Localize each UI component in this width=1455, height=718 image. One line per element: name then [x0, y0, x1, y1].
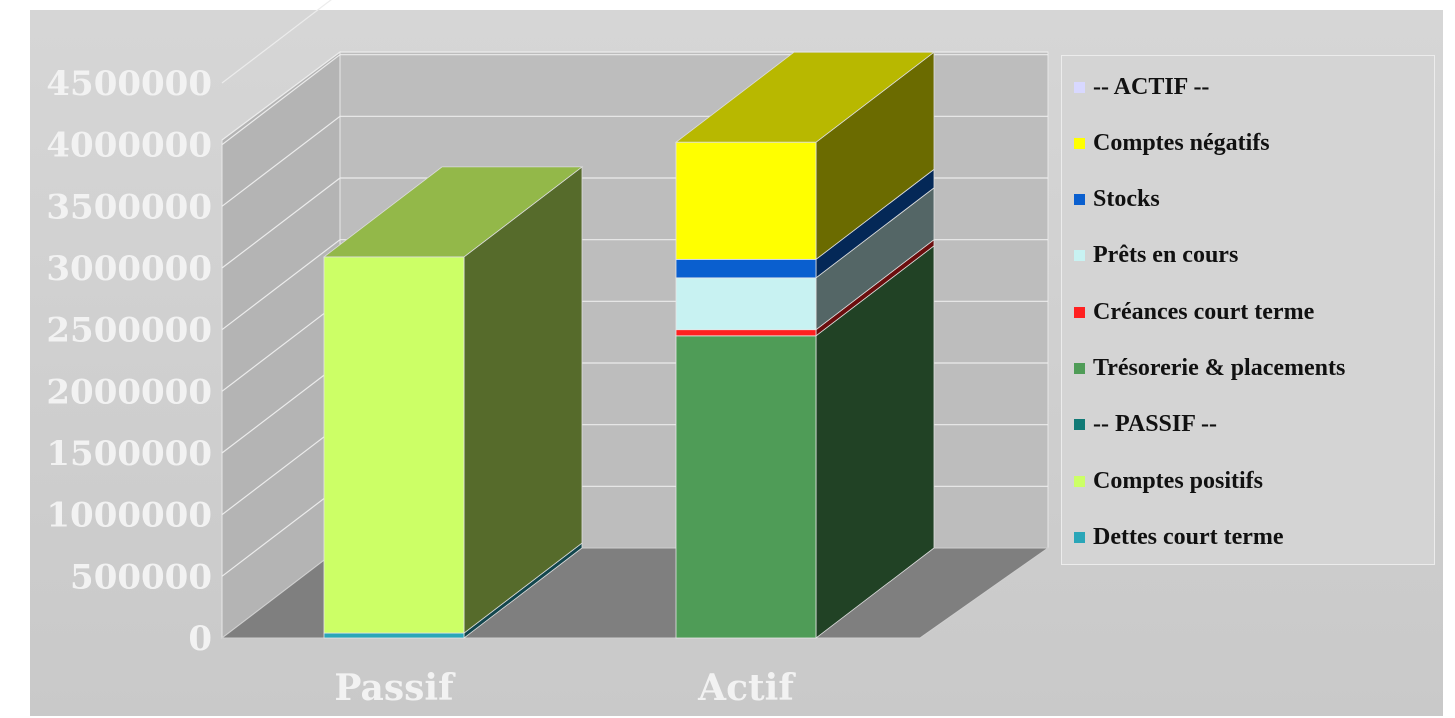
- legend-swatch: [1074, 250, 1085, 262]
- legend-item: Trésorerie & placements: [1074, 352, 1345, 386]
- legend-swatch: [1074, 194, 1085, 206]
- legend-swatch: [1074, 419, 1085, 431]
- y-tick-label: 1000000: [46, 496, 212, 536]
- y-tick-label: 3500000: [46, 187, 212, 227]
- legend-item: Créances court terme: [1074, 295, 1314, 329]
- gridline-diag: [221, 54, 341, 146]
- legend-swatch: [1074, 137, 1085, 149]
- bar-actif-stocks: [675, 258, 817, 279]
- left-wall: [221, 51, 341, 640]
- legend-item: -- PASSIF --: [1074, 408, 1217, 442]
- legend-item: Comptes négatifs: [1074, 126, 1270, 160]
- wall-edge: [221, 51, 341, 141]
- legend-item: Prêts en cours: [1074, 239, 1238, 273]
- gridline-diag: [221, 177, 341, 269]
- chart-legend: -- ACTIF -- Comptes négatifs Stocks Prêts e…: [1061, 55, 1435, 565]
- legend-label: Créances court terme: [1093, 298, 1315, 325]
- gridline-diag: [221, 362, 341, 454]
- y-tick-label: 1500000: [46, 434, 212, 474]
- bar-actif-cr-ances-court-terme: [675, 329, 817, 337]
- legend-label: Comptes positifs: [1093, 467, 1264, 494]
- gridline-diag: [221, 424, 341, 516]
- bar-top-actif: [674, 51, 936, 143]
- y-tick-label: 4000000: [46, 126, 212, 166]
- legend-item: -- ACTIF --: [1074, 70, 1209, 104]
- legend-label: -- ACTIF --: [1093, 73, 1210, 100]
- bar-actif-pr-ts-en-cours: [675, 277, 817, 331]
- legend-label: Stocks: [1093, 186, 1160, 213]
- y-tick-label: 500000: [70, 557, 212, 597]
- bar-passif-comptes-positifs: [323, 256, 465, 634]
- legend-item: Stocks: [1074, 183, 1160, 217]
- gridline-diag: [221, 115, 341, 207]
- y-tick-label: 2000000: [46, 372, 212, 412]
- legend-label: Comptes négatifs: [1093, 129, 1270, 156]
- y-tick-label: 3000000: [46, 249, 212, 289]
- legend-label: Prêts en cours: [1093, 242, 1239, 269]
- x-category-label: Actif: [697, 667, 796, 709]
- legend-label: Trésorerie & placements: [1093, 355, 1346, 381]
- legend-item: Dettes court terme: [1074, 520, 1284, 554]
- legend-item: Comptes positifs: [1074, 464, 1263, 498]
- gridline-diag: [221, 300, 341, 392]
- gridline-diag: [221, 485, 341, 577]
- x-category-label: Passif: [334, 667, 456, 709]
- legend-label: Dettes court terme: [1093, 523, 1284, 550]
- legend-swatch: [1074, 475, 1085, 487]
- y-tick-label: 4500000: [46, 64, 212, 104]
- legend-swatch: [1074, 363, 1085, 374]
- legend-label: -- PASSIF --: [1093, 411, 1217, 438]
- legend-swatch: [1074, 306, 1085, 318]
- legend-swatch: [1074, 81, 1085, 93]
- bar-passif-dettes-court-terme: [323, 632, 465, 639]
- gridline-diag: [221, 0, 332, 84]
- gridline-diag: [221, 239, 341, 331]
- y-tick-label: 0: [188, 619, 212, 659]
- legend-swatch: [1074, 531, 1085, 543]
- y-tick-label: 2500000: [46, 311, 212, 351]
- bar-top-passif: [322, 166, 584, 258]
- bar-actif-tr-sorerie-placements: [675, 335, 817, 639]
- bar-actif-comptes-n-gatifs: [675, 141, 817, 260]
